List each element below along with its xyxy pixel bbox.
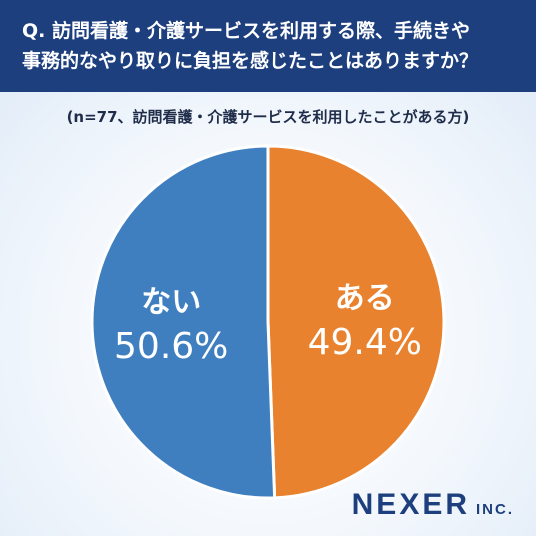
pie-slice-label-0: ある — [335, 281, 395, 316]
logo-main: NEXER — [351, 488, 470, 521]
pie-slice-1 — [90, 144, 277, 500]
sample-size-subtitle: (n=77、訪問看護・介護サービスを利用したことがある方) — [66, 108, 470, 126]
logo-suffix: INC. — [476, 501, 514, 518]
question-header: Q. 訪問看護・介護サービスを利用する際、手続きや 事務的なやり取りに負担を感じ… — [0, 0, 536, 92]
question-line-1: Q. 訪問看護・介護サービスを利用する際、手続きや — [22, 20, 470, 42]
question-line-2: 事務的なやり取りに負担を感じたことはありますか？ — [22, 50, 479, 72]
pie-slice-value-0: 49.4% — [308, 322, 422, 363]
pie-slice-0 — [266, 144, 446, 500]
pie-slice-value-1: 50.6% — [114, 326, 228, 367]
nexer-logo: NEXER INC. — [352, 488, 514, 522]
pie-slice-label-1: ない — [141, 285, 201, 320]
